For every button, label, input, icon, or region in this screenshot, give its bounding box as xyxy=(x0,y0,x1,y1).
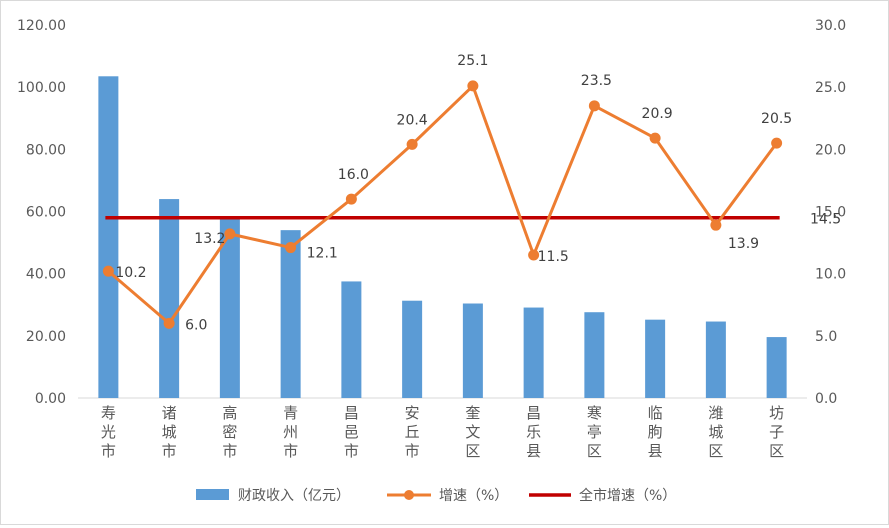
x-category-label: 昌邑市 xyxy=(344,404,359,460)
growth-point xyxy=(771,137,783,149)
y-left-tick-label: 100.00 xyxy=(17,80,66,96)
growth-point xyxy=(224,228,236,240)
growth-data-label: 13.9 xyxy=(728,236,759,252)
legend-label-revenue: 财政收入（亿元） xyxy=(238,488,350,504)
growth-point xyxy=(588,100,600,112)
y-right-tick-label: 0.0 xyxy=(815,391,837,407)
y-left-tick-label: 80.00 xyxy=(26,142,66,158)
revenue-bar xyxy=(645,319,666,398)
growth-data-label: 10.2 xyxy=(115,265,146,281)
x-category-label: 寒亭区 xyxy=(587,404,602,460)
growth-point xyxy=(649,132,661,144)
legend: 财政收入（亿元） 增速（%） 全市增速（%） xyxy=(196,487,676,504)
growth-data-label: 6.0 xyxy=(185,317,207,333)
y-left-tick-label: 120.00 xyxy=(17,18,66,34)
growth-line-layer xyxy=(102,80,783,329)
y-left-tick-label: 20.00 xyxy=(26,329,66,345)
revenue-bar xyxy=(705,321,726,398)
y-right-tick-label: 30.0 xyxy=(815,18,846,34)
legend-swatch-revenue xyxy=(196,489,229,500)
y-right-tick-label: 15.0 xyxy=(815,205,846,221)
growth-point xyxy=(528,249,540,261)
legend-marker-growth xyxy=(404,490,414,500)
growth-data-label: 20.5 xyxy=(761,111,792,127)
y-right-tick-label: 10.0 xyxy=(815,267,846,283)
legend-label-growth: 增速（%） xyxy=(439,488,508,504)
growth-point xyxy=(102,265,114,277)
revenue-bar xyxy=(402,300,423,398)
growth-point xyxy=(406,138,418,150)
y-right-tick-label: 25.0 xyxy=(815,80,846,96)
growth-data-label: 20.9 xyxy=(642,106,673,122)
x-category-label: 昌乐县 xyxy=(526,404,541,460)
growth-data-label: 20.4 xyxy=(397,112,428,128)
y-left-tick-label: 0.00 xyxy=(35,391,66,407)
revenue-bar xyxy=(159,199,180,398)
revenue-bar xyxy=(341,281,362,398)
growth-line xyxy=(107,84,778,325)
axes-layer: 0.00 20.00 40.00 60.00 80.00 100.00 120.00 0.0 5… xyxy=(17,18,846,460)
revenue-bar xyxy=(462,303,483,398)
growth-data-label: 12.1 xyxy=(307,246,338,262)
growth-point xyxy=(163,317,175,329)
x-category-label: 临朐县 xyxy=(648,404,663,460)
y-right-tick-label: 5.0 xyxy=(815,329,837,345)
x-category-label: 安丘市 xyxy=(405,404,420,460)
growth-data-label: 11.5 xyxy=(538,249,569,265)
x-category-label: 潍城区 xyxy=(708,404,723,460)
x-category-label: 高密市 xyxy=(222,404,237,460)
growth-data-label: 25.1 xyxy=(457,53,488,69)
bars-layer xyxy=(98,76,787,398)
growth-point xyxy=(467,80,479,92)
growth-data-label: 13.2 xyxy=(194,231,225,247)
x-category-label: 青州市 xyxy=(283,404,298,460)
revenue-bar xyxy=(280,230,301,398)
y-right-tick-label: 20.0 xyxy=(815,142,846,158)
growth-data-label: 23.5 xyxy=(581,73,612,89)
x-category-label: 诸城市 xyxy=(162,404,177,460)
growth-point xyxy=(345,193,357,205)
x-category-label: 奎文区 xyxy=(465,404,480,460)
legend-label-city-growth: 全市增速（%） xyxy=(579,487,676,504)
growth-point xyxy=(710,219,722,231)
city-growth-reference-label: 14.5 xyxy=(810,212,841,228)
revenue-bar xyxy=(766,337,787,398)
x-category-label: 寿光市 xyxy=(101,404,116,460)
revenue-bar xyxy=(584,312,605,398)
x-category-label: 坊子区 xyxy=(769,404,784,460)
revenue-bar xyxy=(523,307,544,398)
y-left-tick-label: 60.00 xyxy=(26,205,66,221)
data-labels-layer: 14.5 10.2 6.0 13.2 12.1 16.0 20.4 25.1 11.5 23.5 2… xyxy=(115,53,841,333)
revenue-bar xyxy=(219,217,240,398)
growth-data-label: 16.0 xyxy=(338,167,369,183)
revenue-bar xyxy=(98,76,119,398)
y-left-tick-label: 40.00 xyxy=(26,267,66,283)
growth-point xyxy=(285,242,297,254)
